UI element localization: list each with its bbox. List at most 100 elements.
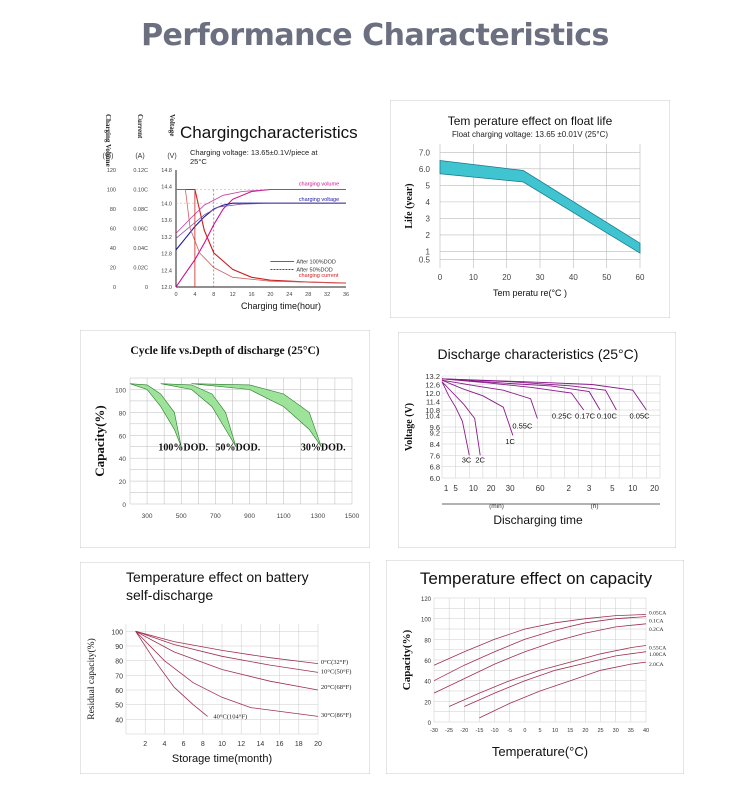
capacity-curve [464, 651, 647, 707]
x-tick-label: 700 [210, 513, 221, 520]
page-title: Performance Characteristics [141, 18, 609, 53]
x-axis-label: Discharging time [493, 513, 583, 527]
y-tick-label: 0 [122, 502, 126, 509]
discharge-curve [441, 378, 647, 411]
discharge-curve [441, 378, 585, 411]
y-tick-label: 7.0 [419, 148, 431, 157]
y-axis-label: Residual capacity(%) [86, 638, 97, 720]
float-life-panel: Tem perature effect on float life Float c… [389, 99, 671, 319]
series-label: 0.2CA [649, 627, 664, 633]
y-tick-label: 80 [424, 638, 431, 644]
float-life-band [439, 160, 641, 254]
y-tick-label: 5 [426, 181, 431, 190]
x-tick-label: 5 [453, 484, 458, 493]
y-axis-label: Capacity(%) [92, 405, 107, 477]
x-tick-label: 24 [286, 292, 292, 298]
series-line-50dod [175, 189, 346, 234]
y-tick-label: 8.4 [430, 440, 440, 449]
capacity-curve [433, 623, 647, 694]
temp-capacity-chart: Temperature effect on capacity 0 20 40 60 80 1… [385, 559, 685, 775]
x-axis-label: Storage time(month) [172, 753, 272, 765]
self-discharge-curve [135, 631, 208, 717]
x-tick-label: 1500 [345, 513, 360, 520]
series-label: 3C [462, 455, 472, 464]
self-discharge-curve [135, 630, 319, 673]
x-tick-label: 5 [610, 484, 615, 493]
panel-bg [389, 99, 671, 319]
y-tick-label: 120 [421, 597, 432, 603]
y-axis-title: Current [136, 114, 144, 139]
x-tick-label: 2 [143, 741, 147, 748]
x-tick-label: -30 [430, 728, 438, 734]
x-tick-label: -10 [491, 728, 499, 734]
discharge-curve [441, 379, 538, 419]
y-tick-label: 80 [119, 410, 127, 417]
x-tick-label: 14 [257, 741, 265, 748]
x-tick-label: 1100 [277, 513, 291, 520]
x-tick-label: 16 [248, 292, 254, 298]
x-tick-label: 40 [569, 273, 578, 282]
y-tick-volume: 20 [110, 266, 116, 272]
x-tick-label: 16 [276, 741, 284, 748]
y-tick-label: 50 [115, 703, 123, 710]
y-tick-volume: 60 [110, 227, 116, 233]
cycle-life-band [191, 383, 322, 447]
x-tick-label: 30 [506, 484, 515, 493]
cycle-life-band [129, 383, 182, 447]
x-tick-label: 10 [469, 484, 478, 493]
series-label: 40°C(104°F) [213, 713, 247, 720]
y-tick-voltage: 12.0 [161, 285, 172, 291]
series-label: 2C [475, 455, 485, 464]
y-tick-volume: 0 [113, 285, 116, 291]
y-tick-label: 20 [119, 479, 127, 486]
y-tick-label: 6.8 [430, 463, 440, 472]
discharge-curve [441, 381, 481, 456]
series-label: 50%DOD. [216, 443, 261, 454]
x-unit-label: (h) [591, 503, 599, 510]
x-tick-label: 20 [314, 741, 322, 748]
series-label: 30°C(86°F) [321, 712, 351, 719]
y-tick-label: 12.0 [425, 389, 440, 398]
chart-subtitle: Float charging voltage: 13.65 ±0.01V (25… [452, 130, 608, 139]
y-tick-label: 7.6 [430, 451, 440, 460]
series-label: 0.55C [512, 421, 533, 430]
y-tick-label: 40 [119, 456, 127, 463]
y-tick-voltage: 14.4 [161, 185, 172, 191]
capacity-curve [448, 645, 647, 707]
x-tick-label: 30 [536, 273, 545, 282]
cycle-life-band [160, 383, 237, 447]
x-tick-label: 10 [628, 484, 637, 493]
y-tick-current: 0.12C [133, 168, 148, 174]
chart-title: Tem perature effect on float life [448, 114, 613, 128]
x-axis-label: Charging time(hour) [241, 301, 321, 311]
y-tick-label: 6.0 [430, 474, 440, 483]
temp-capacity-panel: Temperature effect on capacity 0 20 40 60 80 1… [385, 559, 685, 775]
x-tick-label: 2 [566, 484, 571, 493]
y-tick-voltage: 13.2 [161, 235, 172, 241]
y-tick-label: 1 [426, 247, 431, 256]
charging-chart: Charging Volume Current Voltage (%) (A) (V) Ch… [80, 100, 388, 318]
x-tick-label: 900 [244, 513, 255, 520]
cycle-life-panel: Cycle life vs.Depth of discharge (25°C) 0… [79, 329, 371, 549]
x-tick-label: 18 [295, 741, 303, 748]
self-discharge-curve [135, 631, 319, 717]
y-tick-label: 10.4 [425, 412, 440, 421]
y-tick-volume: 40 [110, 246, 116, 252]
series-label: 0.05C [630, 412, 651, 421]
chart-title: Discharge characteristics (25°C) [438, 346, 639, 362]
x-tick-label: 300 [142, 513, 153, 520]
series-label: 0.55CA [649, 646, 666, 652]
y-tick-label: 6.0 [419, 165, 431, 174]
x-tick-label: 20 [650, 484, 659, 493]
x-tick-label: 30 [613, 728, 619, 734]
y-tick-label: 40 [424, 680, 431, 686]
x-tick-label: 20 [502, 273, 511, 282]
series-label: 30%DOD. [301, 443, 346, 454]
y-tick-volume: 120 [107, 168, 116, 174]
y-axis-title: Voltage [168, 114, 176, 136]
panel-bg [385, 559, 685, 775]
y-tick-current: 0.06C [133, 227, 148, 233]
y-tick-voltage: 14.8 [161, 168, 172, 174]
y-tick-label: 100 [115, 387, 126, 394]
y-tick-current: 0.04C [133, 246, 148, 252]
